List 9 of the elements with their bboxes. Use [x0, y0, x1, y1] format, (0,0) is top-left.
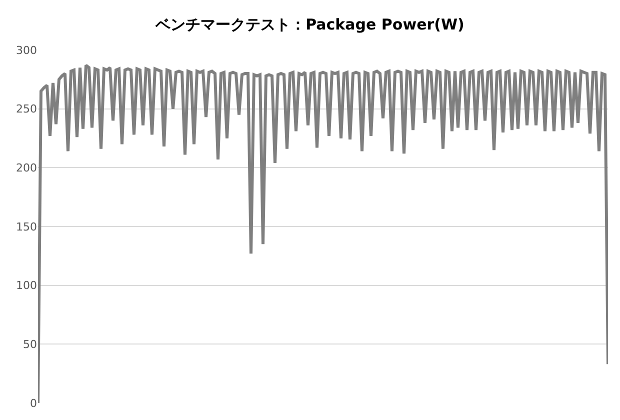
line-series — [38, 64, 608, 403]
chart-title: ベンチマークテスト：Package Power(W) — [154, 15, 464, 34]
y-tick-label: 200 — [16, 162, 37, 175]
y-tick-label: 300 — [16, 44, 37, 57]
y-tick-label: 0 — [30, 396, 37, 410]
y-tick-label: 250 — [16, 102, 37, 116]
y-tick-label: 50 — [23, 338, 37, 352]
y-tick-label: 100 — [16, 279, 37, 292]
y-tick-label: 150 — [16, 220, 37, 234]
